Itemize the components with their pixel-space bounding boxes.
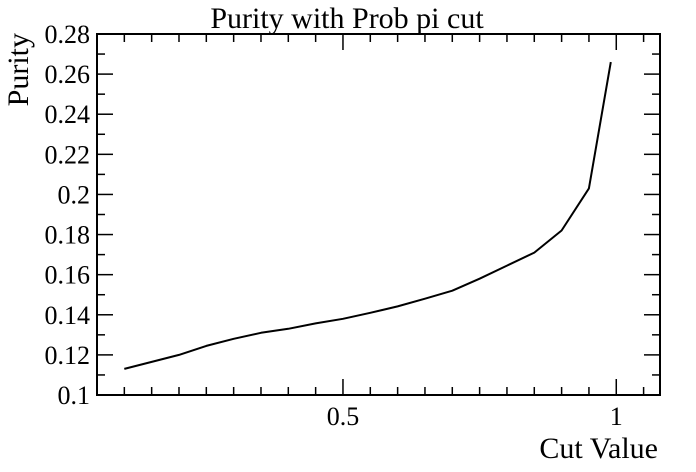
x-tick-label: 0.5 [327,402,360,431]
y-tick-label: 0.24 [45,100,91,129]
y-tick-label: 0.26 [45,60,91,89]
y-tick-label: 0.28 [45,20,91,49]
y-tick-label: 0.12 [45,341,91,370]
y-axis-label: Purity [2,33,35,106]
y-tick-label: 0.18 [45,221,91,250]
chart-title: Purity with Prob pi cut [210,2,484,35]
series-layer [124,61,612,370]
y-tick-label: 0.14 [45,301,91,330]
y-tick-label: 0.1 [58,381,91,410]
purity-series-line [124,61,612,370]
y-tick-label: 0.2 [58,180,91,209]
y-tick-label: 0.16 [45,261,91,290]
x-axis-ticks: 0.5 1 [96,34,645,431]
x-tick-label: 1 [610,402,623,431]
y-tick-label: 0.22 [45,140,91,169]
x-axis-label: Cut Value [539,432,658,465]
y-axis-ticks: 0.1 0.12 0.14 0.16 0.18 0.2 0.22 0.24 0.26 0.28 [45,20,660,410]
